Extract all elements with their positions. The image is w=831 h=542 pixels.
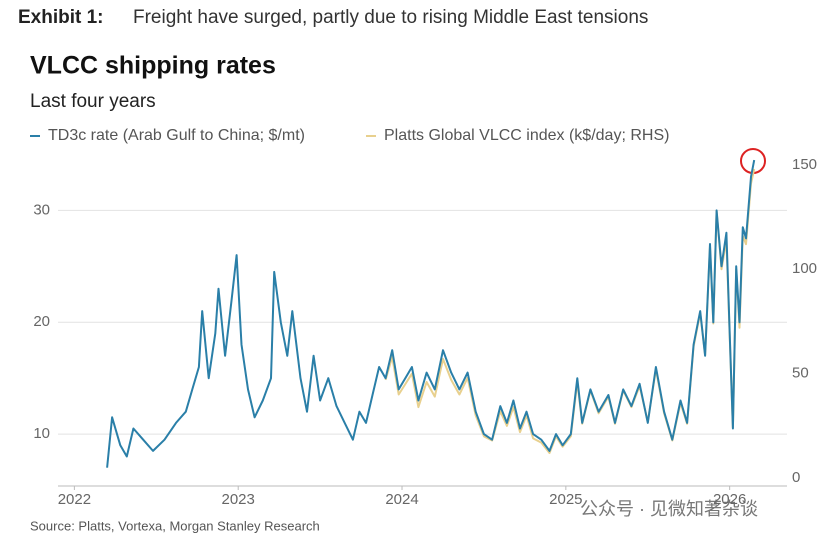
x-tick-label: 2023 (222, 491, 255, 508)
exhibit-text: Freight have surged, partly due to risin… (133, 7, 648, 28)
y2-tick-label: 100 (792, 260, 817, 277)
y-tick-label: 10 (33, 425, 50, 442)
y-tick-label: 20 (33, 313, 50, 330)
series-line (106, 159, 756, 468)
watermark: 公众号 · 见微知著杂谈 (580, 499, 758, 519)
x-tick-label: 2022 (58, 491, 91, 508)
series-line (384, 168, 756, 454)
x-tick-label: 2024 (385, 491, 418, 508)
y2-tick-label: 150 (792, 156, 817, 173)
y2-tick-label: 0 (792, 469, 800, 486)
source: Source: Platts, Vortexa, Morgan Stanley … (30, 518, 320, 533)
legend-label: Platts Global VLCC index (k$/day; RHS) (384, 127, 669, 144)
x-tick-label: 2025 (549, 491, 582, 508)
chart-title: VLCC shipping rates (30, 52, 276, 80)
y2-tick-label: 50 (792, 365, 809, 382)
legend-label: TD3c rate (Arab Gulf to China; $/mt) (48, 127, 305, 144)
y-tick-label: 30 (33, 201, 50, 218)
chart-subtitle: Last four years (30, 91, 156, 112)
x-tick-label: 2026 (713, 491, 746, 508)
exhibit-label: Exhibit 1: (18, 7, 104, 28)
